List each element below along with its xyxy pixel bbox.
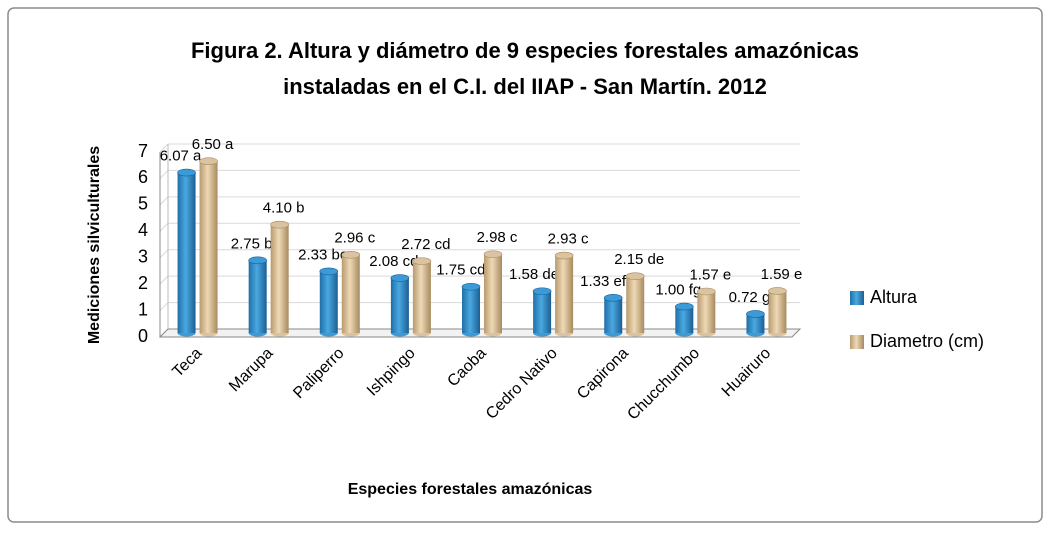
y-tick-label: 6 — [138, 167, 148, 187]
legend-swatch — [850, 335, 864, 349]
grid-line — [159, 196, 169, 206]
value-label: 1.75 cde — [436, 262, 494, 279]
value-label: 1.57 e — [689, 266, 731, 283]
bar — [177, 172, 196, 333]
bar-top — [554, 251, 574, 260]
bar — [341, 254, 360, 333]
value-label: 6.07 a — [160, 148, 202, 165]
value-label: 2.96 c — [334, 230, 375, 247]
y-tick-label: 1 — [138, 299, 148, 319]
value-label: 1.59 e — [761, 266, 803, 283]
bar — [248, 260, 267, 333]
bar-top — [625, 272, 645, 280]
legend-label: Diametro (cm) — [870, 331, 984, 351]
legend-label: Altura — [870, 287, 918, 307]
bar-top — [412, 257, 432, 265]
bar — [604, 297, 623, 333]
bar — [319, 271, 338, 333]
grid-line — [159, 249, 169, 259]
bar-top — [341, 250, 361, 259]
bar — [768, 290, 787, 333]
bar-top — [319, 267, 339, 276]
bar — [533, 291, 552, 333]
value-label: 2.98 c — [477, 229, 518, 246]
chart-frame — [7, 7, 1043, 523]
bar-top — [248, 256, 267, 265]
bar-top — [746, 310, 765, 318]
value-label: 0.72 g — [729, 289, 771, 306]
value-label: 1.58 def — [509, 266, 564, 283]
grid-line — [159, 170, 169, 179]
bar — [555, 255, 574, 333]
legend-swatch — [850, 291, 864, 305]
bar — [626, 276, 645, 333]
value-label: 6.50 a — [192, 136, 234, 153]
grid-line — [159, 222, 169, 232]
value-label: 2.93 c — [548, 231, 589, 248]
bar — [746, 313, 765, 333]
grid-line — [159, 143, 169, 153]
bar-top — [483, 250, 503, 259]
value-label: 2.08 cd — [369, 253, 418, 270]
y-axis-title: Mediciones silviculturales — [86, 146, 103, 344]
y-tick-label: 7 — [138, 141, 148, 161]
value-label: 2.33 bc — [298, 246, 348, 263]
bar-top — [675, 302, 694, 311]
y-tick-label: 4 — [138, 220, 148, 240]
bar — [412, 261, 431, 333]
bar — [697, 291, 716, 333]
x-axis-title: Especies forestales amazónicas — [348, 481, 593, 498]
chart-title: Figura 2. Altura y diámetro de 9 especie… — [191, 38, 859, 63]
grid-line — [159, 275, 169, 285]
bar-top — [461, 282, 481, 291]
bar-top — [270, 220, 289, 229]
bar — [199, 161, 218, 333]
y-tick-label: 3 — [138, 246, 148, 266]
bar-top — [177, 168, 196, 177]
grid-line — [159, 302, 169, 311]
value-label: 1.00 fg — [655, 282, 701, 299]
chart-title: instaladas en el C.I. del IIAP - San Mar… — [283, 74, 767, 99]
y-tick-label: 2 — [138, 273, 148, 293]
bar-top — [603, 294, 623, 302]
bar — [462, 286, 480, 333]
bar — [675, 306, 694, 333]
y-tick-label: 5 — [138, 194, 148, 214]
bar-top — [768, 287, 787, 295]
value-label: 2.72 cd — [401, 236, 450, 253]
bar-top — [532, 287, 552, 296]
bar — [484, 254, 502, 333]
value-label: 1.33 efg — [580, 273, 634, 290]
value-label: 2.15 de — [614, 251, 664, 268]
value-label: 2.75 b — [231, 235, 273, 252]
y-tick-label: 0 — [138, 326, 148, 346]
value-label: 4.10 b — [263, 200, 305, 217]
bar-top — [199, 157, 218, 166]
bar-top — [390, 274, 410, 282]
bar — [270, 224, 289, 333]
bar — [390, 278, 409, 333]
bar-top — [697, 287, 716, 296]
